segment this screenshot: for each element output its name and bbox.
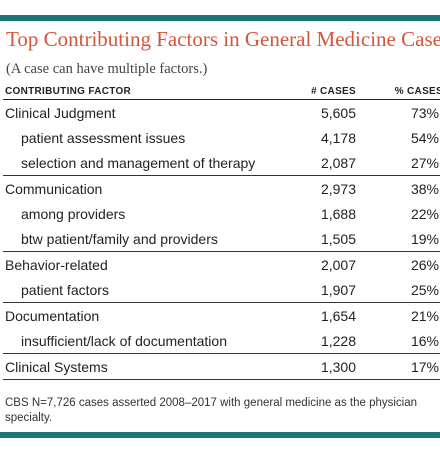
- factor-label: btw patient/family and providers: [21, 230, 218, 247]
- case-percent: 22%: [410, 205, 439, 222]
- case-percent: 26%: [356, 251, 440, 277]
- factor-label: insufficient/lack of documentation: [21, 332, 227, 349]
- table-row: Clinical Judgment 5,605 73%: [3, 100, 440, 126]
- case-percent: 38%: [356, 175, 440, 201]
- case-count: 1,300: [285, 353, 356, 380]
- case-percent: 17%: [356, 353, 440, 380]
- factor-label: patient assessment issues: [21, 129, 186, 146]
- table-row: selection and management of therapy 2,08…: [3, 150, 440, 176]
- case-percent: 73%: [410, 104, 439, 121]
- case-percent: 54%: [410, 129, 439, 146]
- case-count: 5,605: [320, 104, 356, 121]
- table-row: among providers 1,688 22%: [3, 201, 440, 226]
- column-header-factor: CONTRIBUTING FACTOR: [3, 84, 285, 100]
- case-percent: 21%: [356, 302, 440, 328]
- case-count: 4,178: [320, 129, 356, 146]
- case-percent: 19%: [410, 230, 439, 247]
- table-row: insufficient/lack of documentation 1,228…: [3, 328, 440, 354]
- table-row: patient assessment issues 4,178 54%: [3, 125, 440, 150]
- bottom-accent-bar: [0, 432, 440, 438]
- factor-label: Clinical Judgment: [5, 104, 116, 121]
- table-title: Top Contributing Factors in General Medi…: [6, 27, 440, 51]
- case-count: 2,973: [285, 175, 356, 201]
- case-count: 2,087: [320, 154, 356, 171]
- source-footnote: CBS N=7,726 cases asserted 2008–2017 wit…: [5, 397, 418, 424]
- table-header-row: CONTRIBUTING FACTOR # CASES % CASES: [3, 84, 440, 100]
- case-percent: 25%: [410, 281, 439, 298]
- contributing-factors-table: CONTRIBUTING FACTOR # CASES % CASES Clin…: [3, 84, 440, 380]
- factor-label: Behavior-related: [3, 251, 285, 277]
- top-accent-bar: [0, 15, 440, 21]
- factor-label: among providers: [21, 205, 126, 222]
- case-count: 1,505: [320, 230, 356, 247]
- table-row: btw patient/family and providers 1,505 1…: [3, 226, 440, 252]
- factor-label: Clinical Systems: [3, 353, 285, 380]
- case-percent: 27%: [410, 154, 439, 171]
- table-row: Clinical Systems 1,300 17%: [3, 353, 440, 380]
- case-percent: 16%: [410, 332, 439, 349]
- case-count: 1,688: [320, 205, 356, 222]
- case-count: 1,228: [320, 332, 356, 349]
- factor-label: patient factors: [21, 281, 109, 298]
- case-count: 1,654: [285, 302, 356, 328]
- factor-label: Documentation: [3, 302, 285, 328]
- factor-label: selection and management of therapy: [21, 154, 256, 171]
- table-row: Behavior-related 2,007 26%: [3, 251, 440, 277]
- case-count: 1,907: [320, 281, 356, 298]
- table-subtitle: (A case can have multiple factors.): [6, 61, 208, 77]
- table-row: Documentation 1,654 21%: [3, 302, 440, 328]
- table-row: Communication 2,973 38%: [3, 175, 440, 201]
- factor-label: Communication: [3, 175, 285, 201]
- table-row: patient factors 1,907 25%: [3, 277, 440, 303]
- column-header-percent: % CASES: [356, 84, 440, 100]
- column-header-cases: # CASES: [285, 84, 356, 100]
- case-count: 2,007: [285, 251, 356, 277]
